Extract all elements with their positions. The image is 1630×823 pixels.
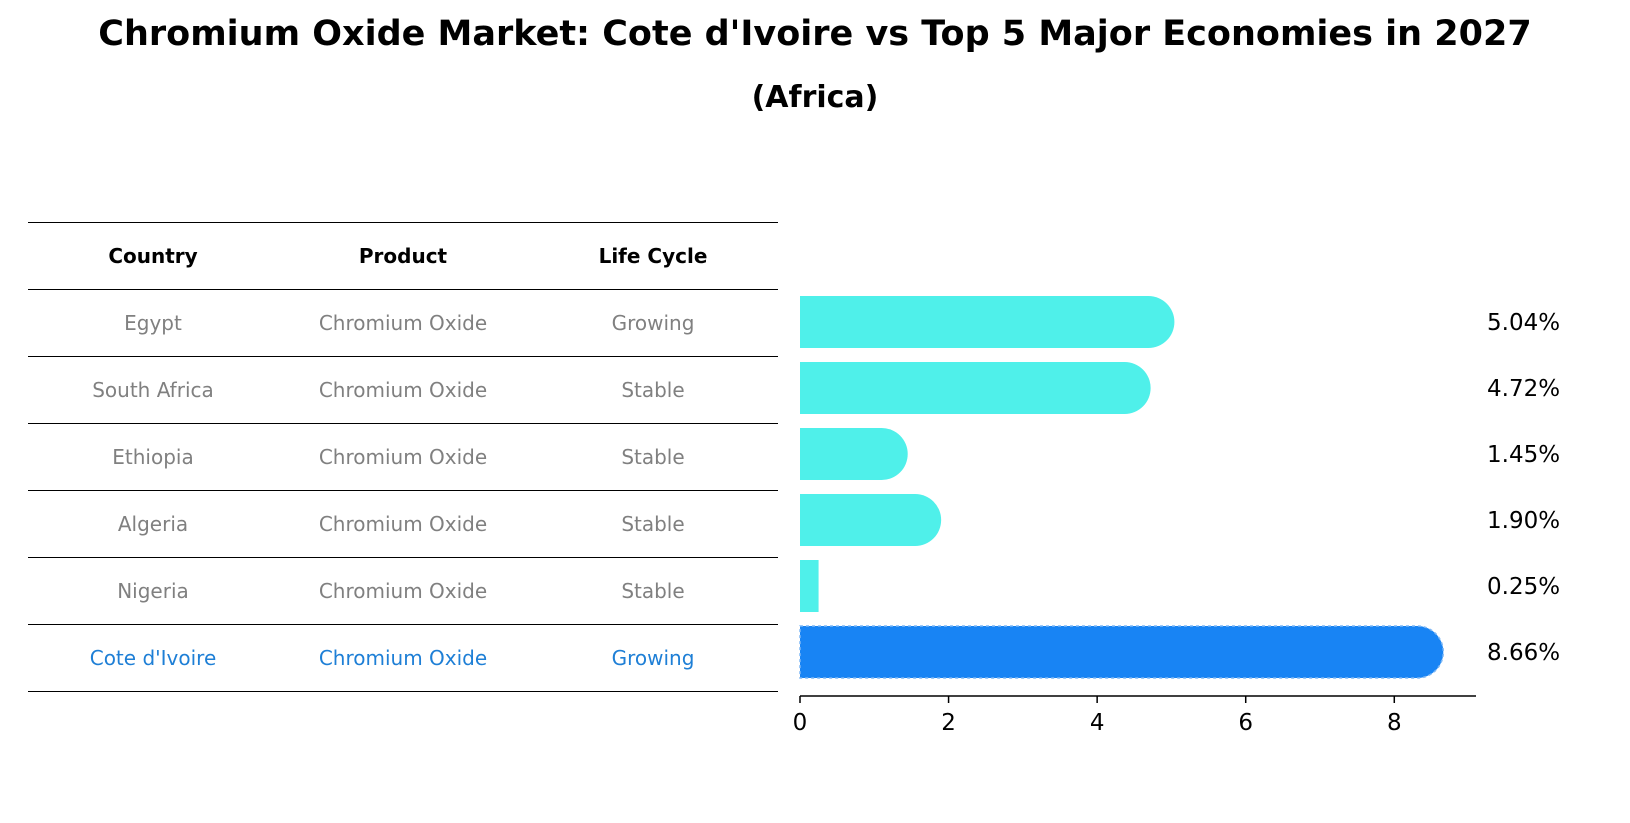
- data-table: Country Product Life Cycle Egypt Chromiu…: [28, 222, 778, 692]
- bar-ethiopia: [800, 428, 908, 480]
- bar-highlight-outline: [799, 625, 1445, 679]
- value-label: 1.90%: [1487, 508, 1560, 534]
- header-country: Country: [108, 244, 198, 268]
- country-cell: Nigeria: [117, 579, 189, 603]
- bar-shape: [800, 362, 1151, 414]
- bar-south-africa: [800, 362, 1151, 414]
- table-row: Egypt Chromium Oxide Growing: [28, 289, 778, 356]
- header-life-cycle: Life Cycle: [598, 244, 708, 268]
- value-label: 5.04%: [1487, 310, 1560, 336]
- x-tick-label: 0: [793, 710, 808, 736]
- x-tick-label: 4: [1090, 710, 1105, 736]
- chart-subtitle: (Africa): [751, 80, 879, 115]
- x-tick-label: 6: [1238, 710, 1253, 736]
- x-tick-label: 8: [1387, 710, 1402, 736]
- value-label: 0.25%: [1487, 574, 1560, 600]
- table-row: South Africa Chromium Oxide Stable: [28, 356, 778, 423]
- country-cell: Ethiopia: [112, 445, 194, 469]
- country-cell: Cote d'Ivoire: [89, 646, 217, 670]
- life-cycle-cell: Stable: [621, 579, 685, 603]
- bar-shape: [800, 428, 908, 480]
- chart-title: Chromium Oxide Market: Cote d'Ivoire vs …: [98, 14, 1532, 54]
- bar-shape: [800, 494, 942, 546]
- bar-shape: [800, 296, 1175, 348]
- product-cell: Chromium Oxide: [318, 311, 488, 335]
- table-row: Ethiopia Chromium Oxide Stable: [28, 423, 778, 490]
- country-cell: South Africa: [92, 378, 214, 402]
- life-cycle-cell: Stable: [621, 378, 685, 402]
- country-cell: Egypt: [124, 311, 182, 335]
- product-cell: Chromium Oxide: [318, 512, 488, 536]
- value-label: 8.66%: [1487, 640, 1560, 666]
- product-cell: Chromium Oxide: [318, 445, 488, 469]
- product-cell: Chromium Oxide: [318, 378, 488, 402]
- product-cell: Chromium Oxide: [318, 646, 488, 670]
- x-tick-label: 2: [941, 710, 956, 736]
- life-cycle-cell: Stable: [621, 512, 685, 536]
- value-label: 4.72%: [1487, 376, 1560, 402]
- bar-nigeria: [800, 560, 819, 612]
- product-cell: Chromium Oxide: [318, 579, 488, 603]
- bar-shape: [800, 626, 1444, 678]
- table-row: Nigeria Chromium Oxide Stable: [28, 557, 778, 624]
- life-cycle-cell: Growing: [611, 311, 695, 335]
- life-cycle-cell: Stable: [621, 445, 685, 469]
- country-cell: Algeria: [117, 512, 189, 536]
- value-label: 1.45%: [1487, 442, 1560, 468]
- bar-egypt: [800, 296, 1175, 348]
- table-row: Algeria Chromium Oxide Stable: [28, 490, 778, 557]
- bar-cote-d-ivoire: [799, 625, 1445, 679]
- bar-shape: [800, 560, 819, 612]
- life-cycle-cell: Growing: [611, 646, 695, 670]
- header-product: Product: [358, 244, 448, 268]
- table-header-row: Country Product Life Cycle: [28, 222, 778, 289]
- bar-algeria: [800, 494, 942, 546]
- table-row-highlight: Cote d'Ivoire Chromium Oxide Growing: [28, 624, 778, 692]
